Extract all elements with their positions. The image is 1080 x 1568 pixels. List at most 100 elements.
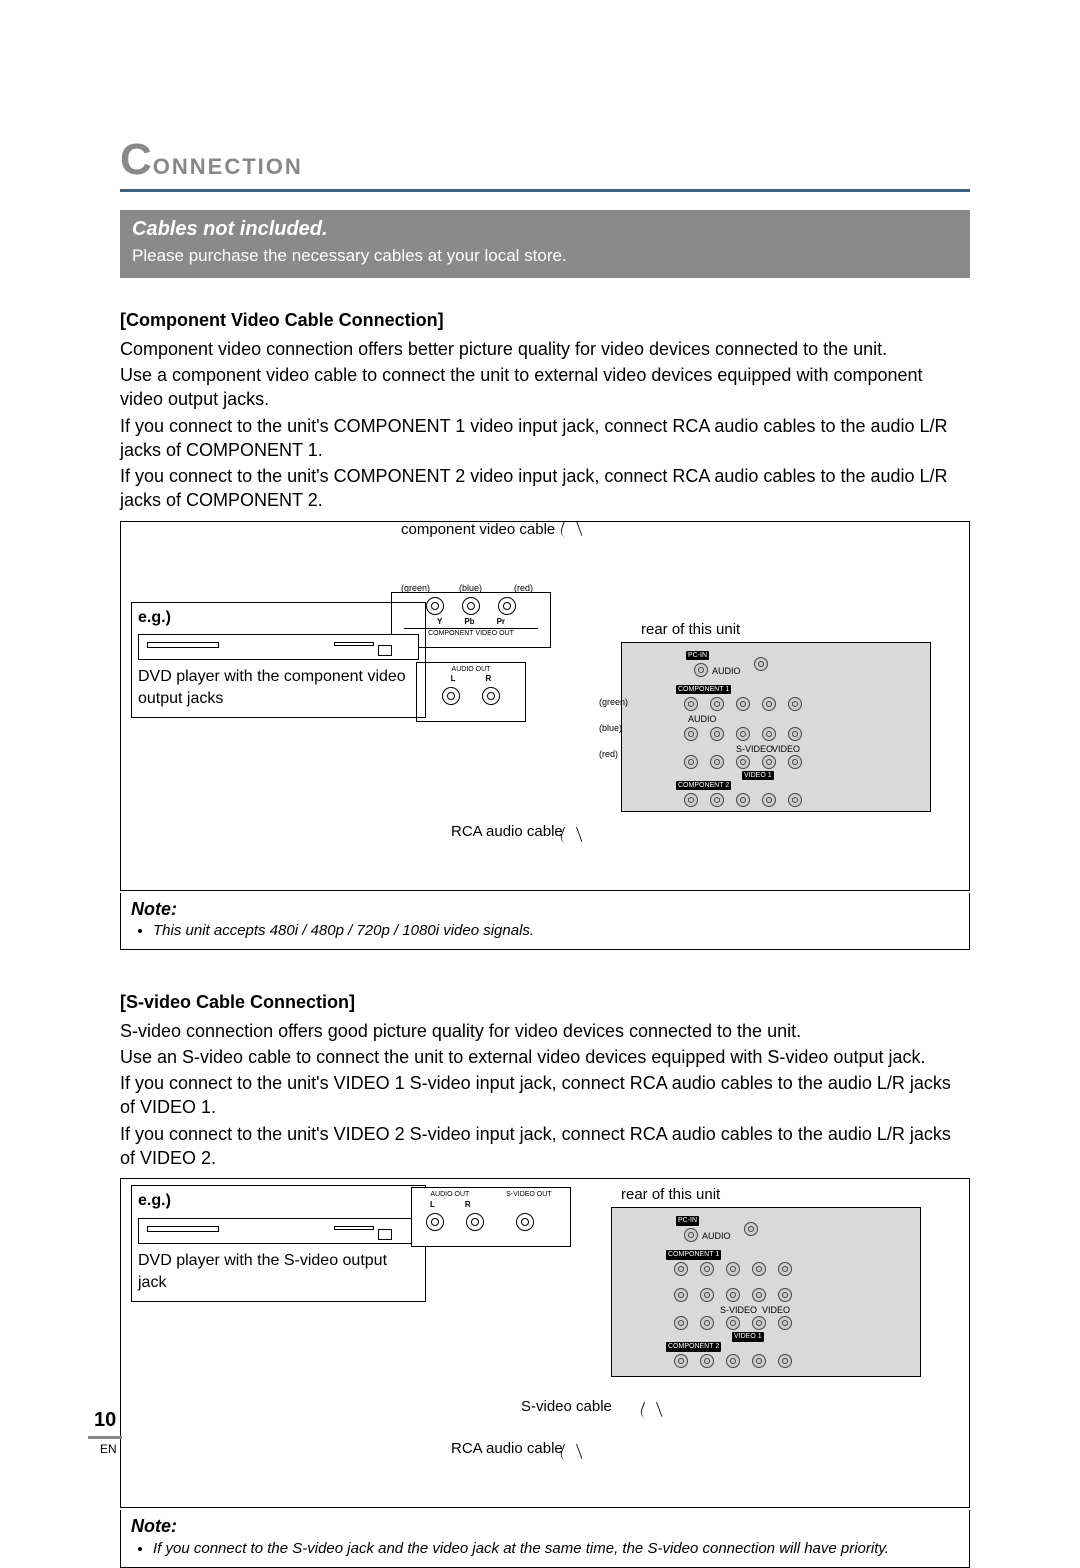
component-p1: Component video connection offers better… [120,337,970,361]
section-rest: ONNECTION [153,152,303,182]
ypbpr-y: Y [437,617,442,628]
cable-label-top: component video cable [401,520,555,540]
component-diagram: component video cable (green) (blue) (re… [120,521,970,891]
jack-icon [726,1262,740,1276]
rear-panel: PC-IN AUDIO COMPONENT 1 AUDIO S-VIDEO VI… [621,642,931,812]
rear-label: rear of this unit [641,620,740,640]
jack-icon [744,1222,758,1236]
jack-icon [752,1262,766,1276]
audio-l-2: L [430,1200,435,1211]
jack-icon [752,1316,766,1330]
component1-label-2: COMPONENT 1 [666,1250,721,1259]
eg-box-2: e.g.) DVD player with the S-video output… [131,1185,426,1302]
banner-subtitle: Please purchase the necessary cables at … [132,245,958,268]
component1-label: COMPONENT 1 [676,685,731,694]
rca-jack-icon [426,597,444,615]
jack-icon [788,793,802,807]
audio-r-2: R [465,1200,471,1211]
jack-icon [778,1316,792,1330]
jack-icon [736,727,750,741]
audio-sm: AUDIO [688,713,717,725]
color-green2: (green) [599,696,628,708]
jack-icon [700,1316,714,1330]
svideo-p1: S-video connection offers good picture q… [120,1019,970,1043]
video-sm-2: VIDEO [762,1304,790,1316]
cable-break-icon [561,1445,591,1461]
component-body: Component video connection offers better… [120,337,970,513]
rca-cable-label: RCA audio cable [451,822,563,842]
color-blue2: (blue) [599,722,622,734]
pcin-label: PC-IN [686,651,709,660]
jack-icon [684,793,698,807]
rca-jack-icon [426,1213,444,1231]
rca-jack-icon [462,597,480,615]
note-title: Note: [131,897,959,921]
component-heading: [Component Video Cable Connection] [120,308,970,332]
banner-title: Cables not included. [132,216,958,243]
jack-icon [710,727,724,741]
jack-icon [684,1228,698,1242]
jack-icon [752,1354,766,1368]
jack-icon [788,755,802,769]
jack-icon [674,1354,688,1368]
audio-svideo-out-box: AUDIO OUT S-VIDEO OUT L R [411,1187,571,1247]
jack-icon [684,755,698,769]
component2-label: COMPONENT 2 [676,781,731,790]
svideo-out-label: S-VIDEO OUT [506,1190,552,1199]
jack-icon [762,727,776,741]
dvd-caption: DVD player with the component video outp… [138,666,419,709]
svideo-body: S-video connection offers good picture q… [120,1019,970,1171]
audio-out-label-2: AUDIO OUT [430,1190,469,1199]
jack-icon [726,1288,740,1302]
jack-icon [700,1354,714,1368]
svideo-sm: S-VIDEO [736,743,773,755]
dvd-player-icon [138,1218,419,1244]
note-title-2: Note: [131,1514,959,1538]
svideo-note: Note: If you connect to the S-video jack… [120,1510,970,1568]
rca-jack-icon [482,687,500,705]
note-item-2: If you connect to the S-video jack and t… [153,1539,959,1559]
banner: Cables not included. Please purchase the… [120,210,970,278]
rca-cable-label-2: RCA audio cable [451,1439,563,1459]
svideo-jack-icon [516,1213,534,1231]
section-initial: C [120,130,153,189]
jack-icon [752,1288,766,1302]
audio-label-2: AUDIO [702,1230,731,1242]
rca-jack-icon [442,687,460,705]
jack-icon [710,697,724,711]
jack-icon [736,793,750,807]
svideo-diagram: e.g.) DVD player with the S-video output… [120,1178,970,1508]
rear-panel-2: PC-IN AUDIO COMPONENT 1 S-VIDEO VIDEO [611,1207,921,1377]
cable-break-icon [561,522,591,538]
jack-icon [684,697,698,711]
jack-icon [674,1316,688,1330]
jack-icon [710,755,724,769]
video1-label-2: VIDEO 1 [732,1332,764,1341]
section-title: C ONNECTION [120,130,970,192]
component-p2: Use a component video cable to connect t… [120,363,970,412]
dvd-player-icon [138,634,419,660]
svideo-sm-2: S-VIDEO [720,1304,757,1316]
jack-icon [726,1354,740,1368]
ypbpr-pr: Pr [497,617,505,628]
component2-label-2: COMPONENT 2 [666,1342,721,1351]
cable-break-icon [641,1403,671,1419]
jack-icon [762,755,776,769]
audio-out-box: AUDIO OUT L R [416,662,526,722]
jack-icon [674,1262,688,1276]
jack-icon [736,755,750,769]
jack-icon [736,697,750,711]
cable-break-icon [561,828,591,844]
rca-jack-icon [466,1213,484,1231]
jack-icon [762,697,776,711]
audio-r: R [486,674,492,685]
jack-icon [788,727,802,741]
jack-icon [788,697,802,711]
svideo-cable-label: S-video cable [521,1397,612,1417]
svideo-heading: [S-video Cable Connection] [120,990,970,1014]
component-p3: If you connect to the unit's COMPONENT 1… [120,414,970,463]
audio-label: AUDIO [712,665,741,677]
rear-label-2: rear of this unit [621,1185,720,1205]
jack-icon [710,793,724,807]
svideo-p3: If you connect to the unit's VIDEO 1 S-v… [120,1071,970,1120]
